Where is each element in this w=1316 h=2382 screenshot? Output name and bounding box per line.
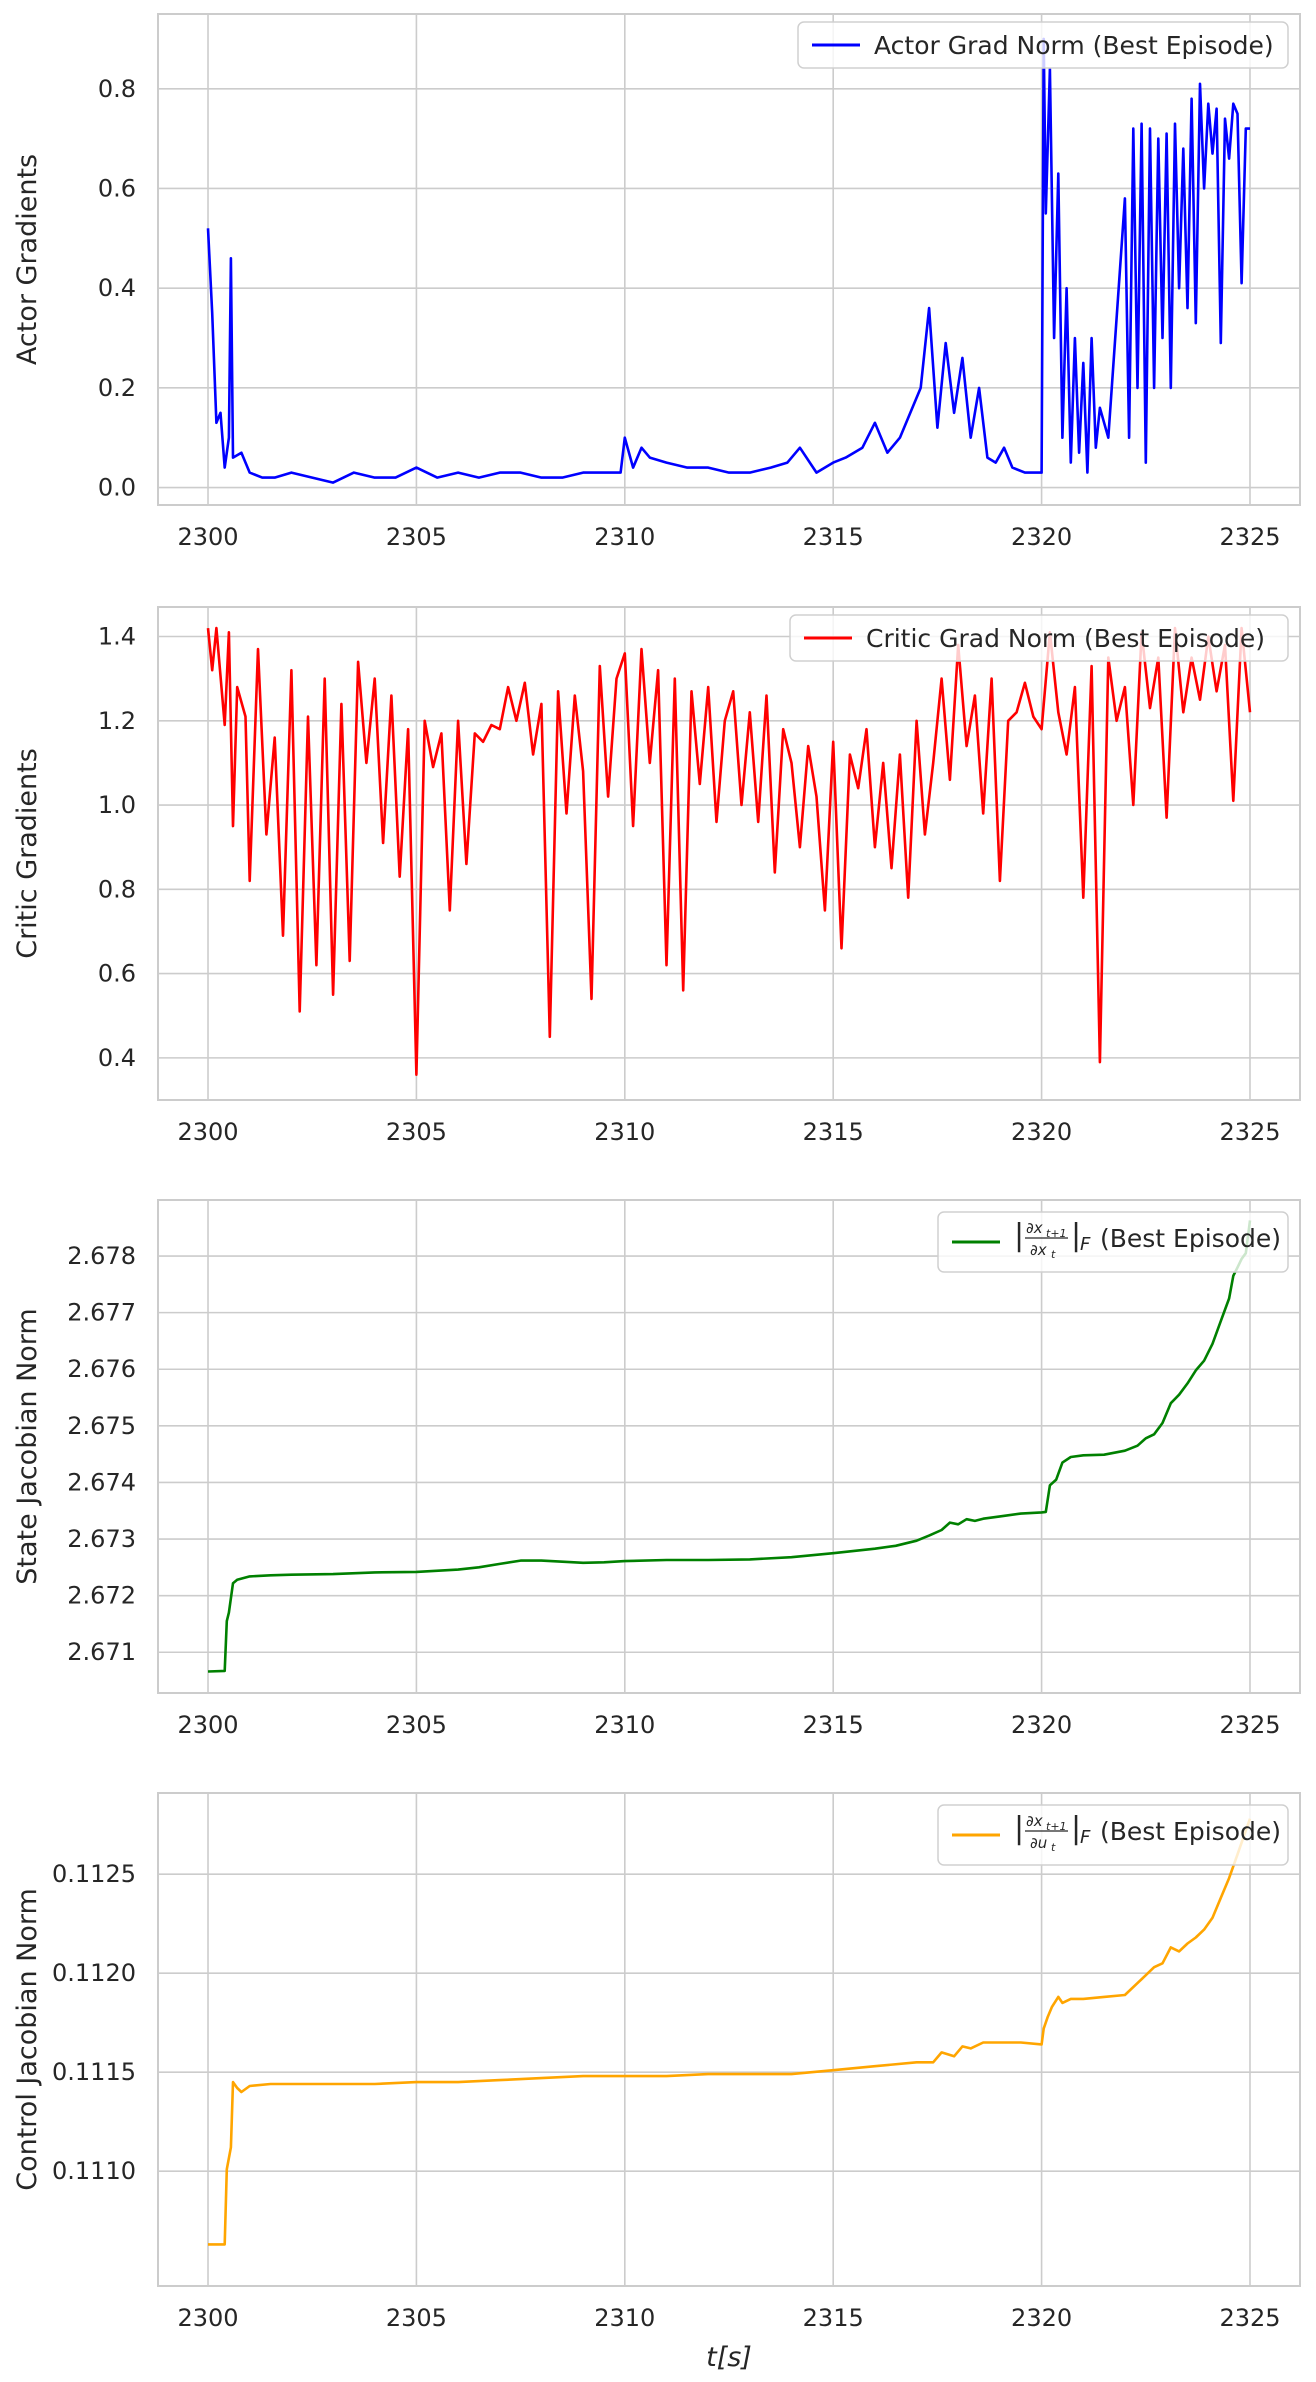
- svg-text:∂x: ∂x: [1026, 1219, 1043, 1237]
- x-tick-label: 2320: [1011, 2304, 1072, 2332]
- x-axis-label: t[s]: [706, 2342, 752, 2373]
- legend-label: | ∂x t+1∂u t|F (Best Episode): [1014, 1811, 1281, 1854]
- y-tick-label: 0.1120: [52, 1959, 136, 1987]
- svg-text:|: |: [1071, 1811, 1081, 1846]
- svg-text:(Best Episode): (Best Episode): [1100, 1817, 1281, 1846]
- x-tick-label: 2305: [386, 1711, 447, 1739]
- legend: Critic Grad Norm (Best Episode): [789, 614, 1289, 662]
- svg-text:t: t: [1051, 1841, 1056, 1854]
- x-tick-label: 2310: [594, 523, 655, 551]
- legend-box: [797, 21, 1289, 69]
- svg-text:(Best Episode): (Best Episode): [1100, 1224, 1281, 1253]
- series-line-1: [206, 37, 1250, 484]
- y-tick-label: 0.4: [98, 274, 136, 302]
- y-tick-label: 0.1110: [52, 2157, 136, 2185]
- legend-label: | ∂x t+1∂x t|F (Best Episode): [1014, 1218, 1281, 1261]
- y-tick-label: 2.671: [67, 1638, 136, 1666]
- svg-text:F: F: [1080, 1234, 1091, 1255]
- y-tick-label: 0.1115: [52, 2058, 136, 2086]
- svg-text:∂u: ∂u: [1030, 1834, 1047, 1852]
- x-tick-label: 2305: [386, 2304, 447, 2332]
- svg-text:∂x: ∂x: [1026, 1812, 1043, 1830]
- y-tick-label: 1.2: [98, 707, 136, 735]
- svg-text:t+1: t+1: [1046, 1227, 1067, 1240]
- x-tick-label: 2310: [594, 2304, 655, 2332]
- x-tick-label: 2300: [177, 1711, 238, 1739]
- axes-frame: [157, 13, 1301, 506]
- y-tick-label: 2.675: [67, 1412, 136, 1440]
- subplot-1: 2300 2305 2310 2315 2320 2325 0.0 0.2 0.4 0.6 0.8 A…: [12, 13, 1301, 551]
- legend: Actor Grad Norm (Best Episode): [797, 21, 1289, 69]
- y-tick-label: 0.6: [98, 174, 136, 202]
- y-axis-label: State Jacobian Norm: [12, 1308, 43, 1584]
- svg-text:t: t: [1051, 1248, 1056, 1261]
- y-axis-label: Control Jacobian Norm: [12, 1888, 43, 2191]
- y-tick-label: 0.2: [98, 374, 136, 402]
- y-tick-label: 2.672: [67, 1582, 136, 1610]
- x-tick-label: 2315: [803, 1118, 864, 1146]
- x-tick-label: 2315: [803, 2304, 864, 2332]
- y-tick-label: 1.0: [98, 791, 136, 819]
- y-tick-label: 2.674: [67, 1468, 136, 1496]
- x-tick-label: 2320: [1011, 1118, 1072, 1146]
- series-line-4: [208, 1818, 1252, 2246]
- y-tick-label: 2.677: [67, 1299, 136, 1327]
- y-tick-label: 0.6: [98, 960, 136, 988]
- subplot-2: 2300 2305 2310 2315 2320 2325 0.4 0.6 0.8 1.0 1.2 1…: [12, 606, 1301, 1146]
- y-axis-label: Actor Gradients: [12, 154, 43, 365]
- legend-label: Critic Grad Norm (Best Episode): [866, 624, 1265, 653]
- series-line-2: [206, 626, 1252, 1076]
- svg-text:|: |: [1071, 1218, 1081, 1253]
- x-tick-label: 2315: [803, 523, 864, 551]
- svg-text:F: F: [1080, 1827, 1091, 1848]
- y-tick-label: 0.4: [98, 1044, 136, 1072]
- x-tick-label: 2310: [594, 1711, 655, 1739]
- y-tick-label: 0.8: [98, 75, 136, 103]
- x-tick-label: 2300: [177, 523, 238, 551]
- svg-text:|: |: [1014, 1218, 1024, 1253]
- x-tick-label: 2320: [1011, 1711, 1072, 1739]
- legend: | ∂x t+1∂x t|F (Best Episode): [937, 1211, 1289, 1273]
- legend-box: [937, 1804, 1289, 1866]
- y-tick-label: 1.4: [98, 622, 136, 650]
- series-line-3: [207, 1220, 1252, 1673]
- x-tick-label: 2325: [1219, 2304, 1280, 2332]
- axes-frame: [157, 1792, 1301, 2287]
- y-tick-label: 2.676: [67, 1355, 136, 1383]
- svg-text:∂x: ∂x: [1030, 1241, 1047, 1259]
- y-tick-label: 2.678: [67, 1242, 136, 1270]
- x-tick-label: 2310: [594, 1118, 655, 1146]
- x-tick-label: 2305: [386, 523, 447, 551]
- y-tick-label: 0.8: [98, 875, 136, 903]
- axes-frame: [157, 1199, 1301, 1694]
- y-tick-label: 2.673: [67, 1525, 136, 1553]
- svg-text:|: |: [1014, 1811, 1024, 1846]
- y-tick-label: 0.1125: [52, 1860, 136, 1888]
- svg-text:t+1: t+1: [1046, 1820, 1067, 1833]
- x-tick-label: 2300: [177, 2304, 238, 2332]
- x-tick-label: 2325: [1219, 523, 1280, 551]
- x-tick-label: 2325: [1219, 1711, 1280, 1739]
- x-tick-label: 2300: [177, 1118, 238, 1146]
- y-axis-label: Critic Gradients: [12, 748, 43, 959]
- subplot-3: 2300 2305 2310 2315 2320 2325 2.671 2.672 2.673 2…: [12, 1199, 1301, 1739]
- x-tick-label: 2320: [1011, 523, 1072, 551]
- x-tick-label: 2305: [386, 1118, 447, 1146]
- x-tick-label: 2315: [803, 1711, 864, 1739]
- legend: | ∂x t+1∂u t|F (Best Episode): [937, 1804, 1289, 1866]
- axes-frame: [157, 606, 1301, 1101]
- legend-box: [937, 1211, 1289, 1273]
- legend-box: [789, 614, 1289, 662]
- legend-label: Actor Grad Norm (Best Episode): [874, 31, 1274, 60]
- x-tick-label: 2325: [1219, 1118, 1280, 1146]
- subplot-4: 2300 2305 2310 2315 2320 2325 0.1110 0.1115 0.11…: [12, 1792, 1301, 2373]
- y-tick-label: 0.0: [98, 474, 136, 502]
